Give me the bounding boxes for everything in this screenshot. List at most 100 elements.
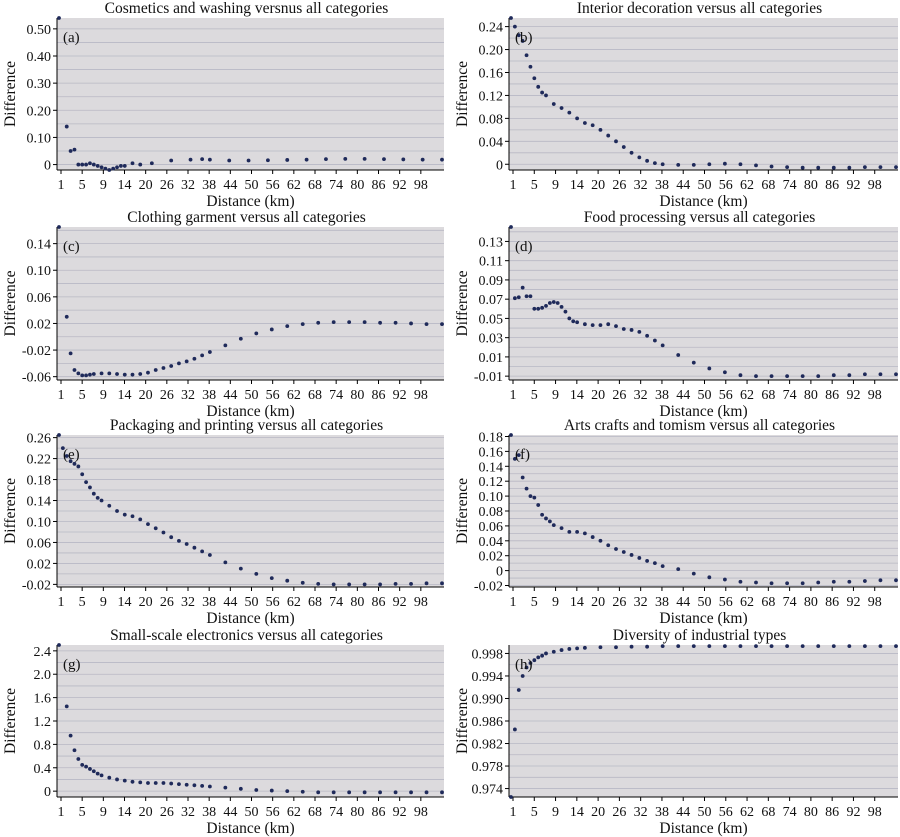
data-point [409,321,413,326]
x-tick-label: 68 [308,178,322,193]
data-point [118,164,123,168]
data-point [524,53,529,58]
data-point [528,494,533,498]
data-point [707,366,712,371]
data-point [149,161,154,166]
data-point [95,495,100,500]
data-point [103,166,108,171]
x-tick-label: 56 [266,178,280,193]
x-tick-label: 1 [510,388,517,403]
data-point [691,162,696,167]
y-tick-label: 0.04 [479,135,504,150]
data-point [68,733,73,738]
data-point [76,371,81,376]
data-point [269,788,274,793]
y-axis-label: Difference [2,270,19,336]
x-tick-label: 1 [58,595,65,610]
data-point [72,147,77,152]
data-point [598,645,603,650]
data-point [254,331,259,336]
x-axis-label: Distance (km) [659,820,747,837]
data-point [532,495,537,500]
x-tick-label: 20 [591,178,605,193]
data-point [785,374,790,379]
data-point [559,648,564,652]
data-point [551,300,556,304]
data-point [547,519,552,524]
x-tick-label: 80 [350,178,364,193]
data-point [551,523,556,528]
data-point [878,372,883,377]
data-point [347,790,352,795]
chart-title: Small-scale electronics versus all categ… [110,627,383,644]
data-point [582,322,587,327]
x-tick-label: 38 [202,178,216,193]
x-tick-label: 14 [570,178,584,193]
x-tick-label: 9 [100,388,107,403]
y-tick-label: -0.06 [22,371,51,386]
data-point [72,461,77,466]
data-point [652,561,657,566]
data-point [115,165,119,170]
data-point [99,165,104,170]
data-point [184,542,189,546]
x-tick-label: 56 [719,388,733,403]
y-tick-label: 0.4 [34,762,52,777]
data-point [80,472,85,477]
data-point [544,516,548,521]
data-point [707,162,712,167]
y-tick-label: 0.22 [27,453,52,468]
data-point [84,162,88,167]
x-tick-label: 68 [308,595,322,610]
data-point [598,323,603,328]
x-tick-label: 98 [868,388,882,403]
y-tick-label: 0.08 [479,112,504,127]
data-point [246,158,251,163]
x-tick-label: 20 [139,388,153,403]
data-point [424,322,429,327]
plot-area [509,227,898,380]
data-point [409,581,413,586]
y-tick-label: 0.02 [479,550,504,565]
data-point [509,225,513,229]
plot-area [57,227,444,380]
data-point [722,370,727,375]
data-point [161,781,166,785]
data-point [509,795,513,799]
x-tick-label: 56 [719,595,733,610]
data-point [57,433,61,437]
x-tick-label: 92 [393,388,407,403]
x-tick-label: 1 [510,595,517,610]
panel-label: (c) [63,239,80,255]
data-point [200,157,205,162]
data-point [660,162,665,167]
plot-area [57,18,444,170]
x-tick-label: 68 [761,388,775,403]
data-point [754,580,758,585]
x-axis-label: Distance (km) [206,403,294,420]
data-point [540,90,545,95]
data-point [629,553,634,557]
data-point [80,162,85,167]
x-tick-label: 1 [58,178,65,193]
y-tick-label: 0.20 [27,104,52,119]
data-point [223,560,228,565]
data-point [169,535,174,540]
data-point [894,372,898,377]
panel-label: (d) [515,239,533,255]
data-point [316,581,321,586]
data-point [84,480,88,485]
data-point [161,366,166,370]
data-point [769,164,774,169]
x-tick-label: 62 [740,595,754,610]
x-tick-label: 62 [740,388,754,403]
data-point [91,372,96,376]
data-point [72,748,77,753]
x-tick-label: 86 [372,178,386,193]
data-point [800,581,805,586]
data-point [153,368,158,372]
chart-title: Cosmetics and washing versnus all catego… [105,0,389,17]
data-point [540,305,545,310]
x-tick-label: 5 [79,595,86,610]
y-tick-label: 0.02 [27,557,52,572]
